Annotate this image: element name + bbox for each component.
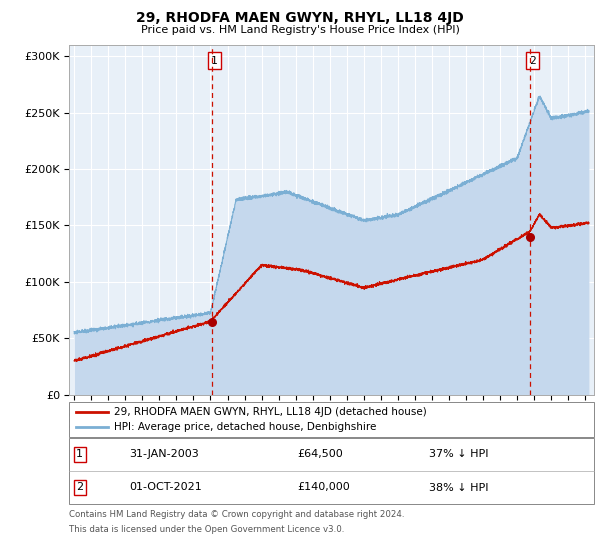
Text: 2: 2 — [76, 483, 83, 492]
Text: 31-JAN-2003: 31-JAN-2003 — [129, 450, 199, 459]
Text: 37% ↓ HPI: 37% ↓ HPI — [429, 450, 488, 459]
Text: This data is licensed under the Open Government Licence v3.0.: This data is licensed under the Open Gov… — [69, 525, 344, 534]
Text: Price paid vs. HM Land Registry's House Price Index (HPI): Price paid vs. HM Land Registry's House … — [140, 25, 460, 35]
Text: 29, RHODFA MAEN GWYN, RHYL, LL18 4JD (detached house): 29, RHODFA MAEN GWYN, RHYL, LL18 4JD (de… — [114, 407, 427, 417]
Text: HPI: Average price, detached house, Denbighshire: HPI: Average price, detached house, Denb… — [114, 422, 376, 432]
Text: 01-OCT-2021: 01-OCT-2021 — [129, 483, 202, 492]
Text: 1: 1 — [76, 450, 83, 459]
Text: 1: 1 — [211, 55, 218, 66]
Text: 29, RHODFA MAEN GWYN, RHYL, LL18 4JD: 29, RHODFA MAEN GWYN, RHYL, LL18 4JD — [136, 11, 464, 25]
Text: £140,000: £140,000 — [297, 483, 350, 492]
Text: 2: 2 — [529, 55, 536, 66]
Text: Contains HM Land Registry data © Crown copyright and database right 2024.: Contains HM Land Registry data © Crown c… — [69, 510, 404, 519]
Text: 38% ↓ HPI: 38% ↓ HPI — [429, 483, 488, 492]
Text: £64,500: £64,500 — [297, 450, 343, 459]
